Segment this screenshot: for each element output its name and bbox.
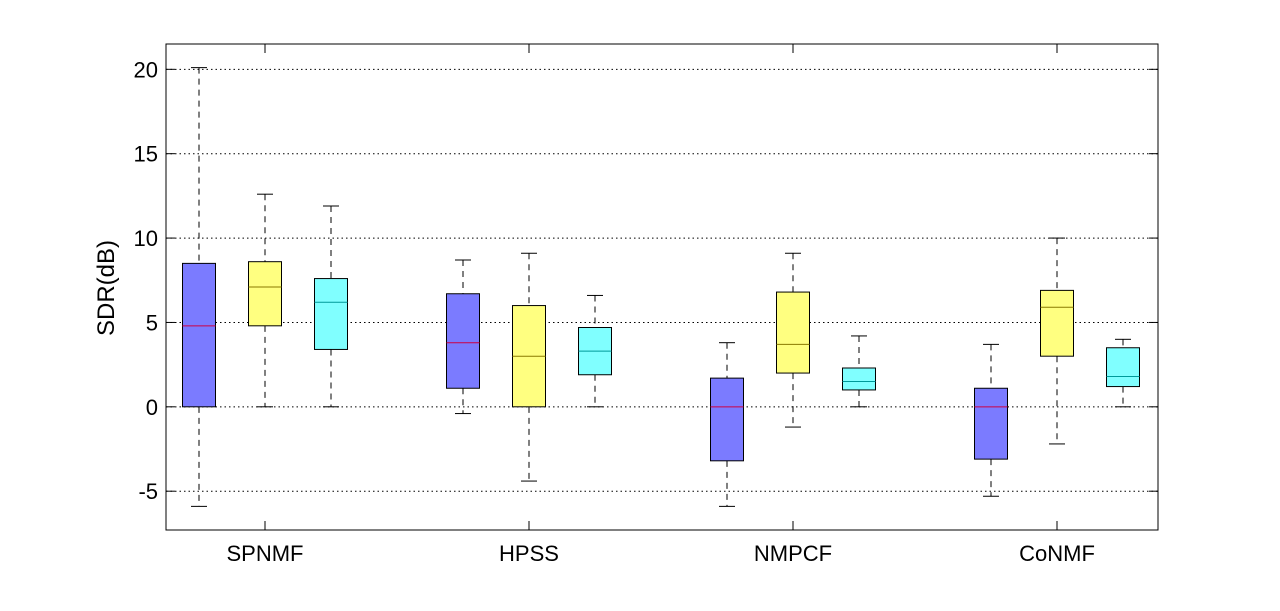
box-body <box>776 291 810 374</box>
x-category-label: NMPCF <box>754 541 832 566</box>
y-tick-label: 0 <box>146 395 158 420</box>
box-conmf-3 <box>1106 338 1140 408</box>
box-spnmf-3 <box>314 205 348 408</box>
box-nmpcf-1 <box>710 342 744 507</box>
x-category-label: SPNMF <box>227 541 304 566</box>
axis-labels: -5 0 5 10 15 20 SPNMF HPSS NMPCF CoNMF <box>134 57 1095 566</box>
box-body <box>314 278 348 350</box>
axis-ticks <box>166 44 1158 530</box>
y-tick-label: -5 <box>138 479 158 504</box>
box-conmf-1 <box>974 343 1008 497</box>
box-body <box>248 261 282 327</box>
y-tick-label: 20 <box>134 57 158 82</box>
y-tick-label: 10 <box>134 226 158 251</box>
box-body <box>842 367 876 391</box>
grid-lines <box>166 68 1158 492</box>
box-body <box>1106 347 1140 388</box>
box-body <box>974 387 1008 460</box>
x-category-label: HPSS <box>499 541 559 566</box>
box-hpss-3 <box>578 294 612 408</box>
box-body <box>182 262 216 408</box>
box-nmpcf-3 <box>842 335 876 408</box>
plot-area-frame <box>165 43 1159 531</box>
box-spnmf-1 <box>182 67 216 507</box>
box-conmf-2 <box>1040 237 1074 445</box>
box-body <box>710 377 744 462</box>
box-spnmf-2 <box>248 193 282 408</box>
y-tick-label: 5 <box>146 310 158 335</box>
y-tick-label: 15 <box>134 142 158 167</box>
box-body <box>1040 289 1074 357</box>
x-category-label: CoNMF <box>1019 541 1095 566</box>
box-nmpcf-2 <box>776 252 810 428</box>
box-plot-boxes <box>182 67 1140 507</box>
box-body <box>446 293 480 389</box>
box-hpss-2 <box>512 252 546 482</box>
box-hpss-1 <box>446 259 480 415</box>
y-axis-label: SDR(dB) <box>93 240 120 336</box>
